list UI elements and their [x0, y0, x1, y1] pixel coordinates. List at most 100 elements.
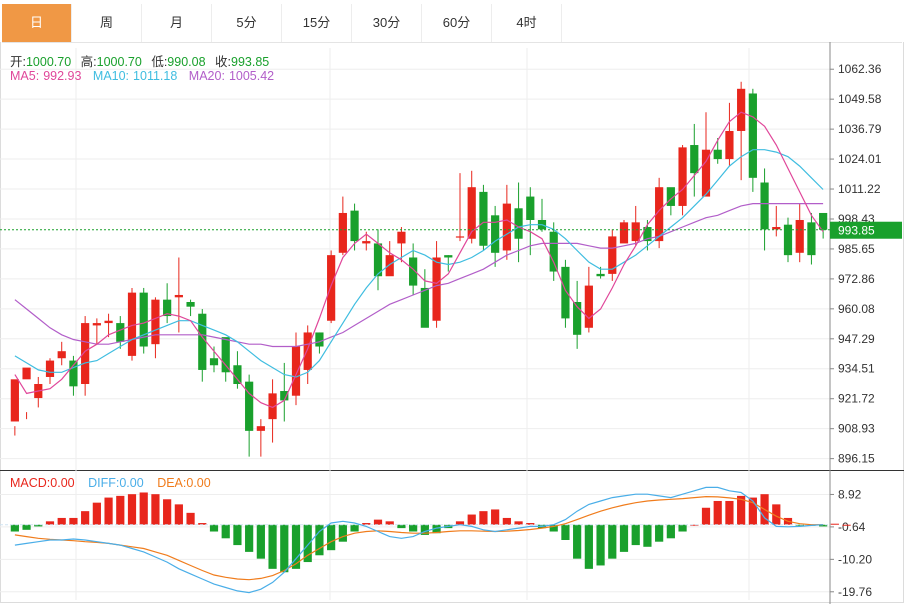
tab-30min[interactable]: 30分	[352, 4, 422, 42]
macd-bar	[69, 517, 78, 525]
macd-bar	[608, 524, 617, 559]
candle-body	[783, 224, 793, 256]
price-tick-label: 921.72	[838, 392, 875, 406]
macd-bar	[45, 521, 55, 525]
candle-body	[10, 379, 19, 422]
price-tick-label: 972.86	[838, 272, 875, 286]
last-price-marker	[830, 221, 902, 239]
macd-bar	[701, 507, 711, 525]
candle-body	[69, 360, 78, 387]
open-readout: 开:1000.70	[10, 55, 72, 69]
macd-bar	[81, 511, 90, 525]
candle-body	[444, 255, 453, 258]
dea-value: DEA:0.00	[157, 476, 211, 490]
candle-body	[245, 381, 254, 431]
price-tick-label: 1011.22	[838, 182, 881, 196]
candle-body	[690, 145, 699, 174]
macd-bar	[409, 524, 418, 532]
candle-body	[479, 191, 488, 246]
candle-body	[631, 222, 640, 242]
macd-bar	[573, 524, 582, 559]
macd-bar	[455, 521, 465, 525]
ma5-line	[14, 111, 824, 409]
candle-body	[619, 222, 629, 244]
candle-body	[209, 358, 219, 366]
candle-body	[116, 323, 125, 342]
price-tick-label: 1036.79	[838, 122, 882, 136]
candle-body	[502, 203, 511, 251]
candle-body	[748, 93, 757, 178]
macd-value: MACD:0.00	[10, 476, 75, 490]
macd-bar	[420, 524, 429, 535]
candle-body	[373, 243, 383, 277]
candle-body	[151, 299, 160, 345]
tab-15min[interactable]: 15分	[282, 4, 352, 42]
price-tick-label: 1049.58	[838, 92, 882, 106]
macd-bar	[561, 524, 570, 540]
macd-bar	[92, 502, 101, 525]
price-tick-label: 947.29	[838, 332, 875, 346]
candle-body	[561, 266, 570, 319]
macd-bar	[186, 512, 195, 525]
candle-body	[432, 257, 441, 321]
candle-body	[409, 257, 418, 286]
macd-bar	[397, 524, 406, 529]
candle-body	[174, 294, 183, 298]
macd-bar	[772, 504, 781, 525]
macd-bar	[139, 492, 148, 525]
ma10-line	[14, 149, 824, 378]
macd-bar	[373, 519, 383, 525]
ma20-line	[14, 203, 824, 348]
candle-body	[737, 88, 746, 131]
candle-body	[81, 323, 90, 384]
candle-body	[526, 196, 535, 220]
macd-tick-label: -0.64	[838, 520, 866, 534]
low-readout: 低:990.08	[151, 55, 206, 69]
candle-body	[57, 351, 66, 359]
candle-body	[315, 332, 324, 347]
macd-tick-label: -10.20	[838, 552, 872, 566]
macd-bar	[432, 524, 441, 534]
macd-bar	[842, 524, 851, 526]
macd-bar	[116, 495, 125, 525]
tab-week[interactable]: 周	[72, 4, 142, 42]
candle-body	[92, 323, 101, 326]
tab-5min[interactable]: 5分	[212, 4, 282, 42]
tab-60min[interactable]: 60分	[422, 4, 492, 42]
macd-bar	[362, 523, 371, 525]
candle-body	[198, 313, 207, 370]
price-tick-label: 896.15	[838, 452, 875, 466]
macd-bar	[151, 494, 160, 525]
macd-bar	[104, 497, 113, 525]
candle-body	[772, 227, 781, 230]
candle-body	[163, 299, 172, 317]
price-tick-label: 985.65	[838, 242, 875, 256]
macd-bar	[34, 524, 43, 527]
macd-bar	[57, 517, 66, 525]
period-tabs: 日 周 月 5分 15分 30分 60分 4时	[2, 4, 902, 43]
macd-bar	[619, 524, 629, 552]
macd-bar	[174, 504, 183, 525]
candle-body	[397, 231, 406, 244]
macd-bar	[22, 524, 31, 530]
macd-readout: MACD:0.00 DIFF:0.00 DEA:0.00	[10, 476, 217, 490]
macd-bar	[10, 524, 19, 532]
diff-value: DIFF:0.00	[88, 476, 144, 490]
tab-day[interactable]: 日	[2, 4, 72, 42]
diff-line	[14, 486, 824, 594]
candle-body	[186, 302, 195, 307]
candle-body	[127, 292, 137, 356]
tab-month[interactable]: 月	[142, 4, 212, 42]
candle-body	[303, 332, 312, 370]
macd-bar	[268, 524, 277, 569]
candle-body	[338, 212, 347, 253]
macd-bar	[737, 495, 746, 525]
macd-bar	[198, 523, 207, 525]
macd-bar	[666, 524, 675, 539]
macd-bar	[631, 524, 640, 546]
candle-body	[491, 215, 500, 253]
tab-4hour[interactable]: 4时	[492, 4, 562, 42]
price-tick-label: 960.08	[838, 302, 875, 316]
macd-bar	[256, 524, 265, 559]
